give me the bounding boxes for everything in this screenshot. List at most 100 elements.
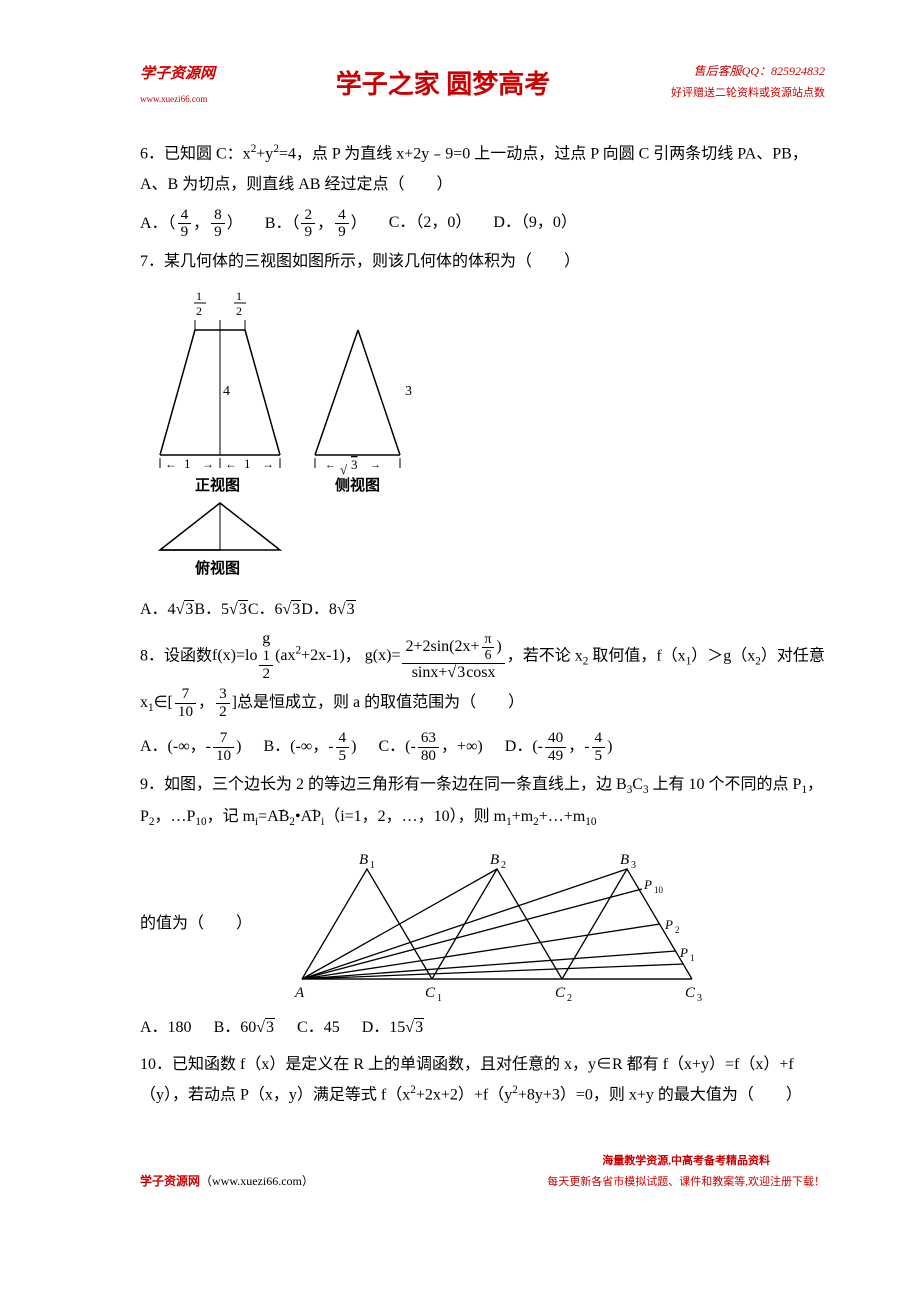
q9-optD: D．153: [362, 1013, 424, 1043]
text: sinx+: [412, 664, 448, 681]
svg-text:P: P: [679, 945, 688, 960]
q8-fx: f(x)=log12(ax2+2x-1): [212, 647, 345, 664]
text: ，: [198, 694, 214, 711]
content-area: 6．已知圆 C：x2+y2=4，点 P 为直线 x+2y﹣9=0 上一动点，过点…: [140, 139, 825, 1110]
svg-text:2: 2: [675, 925, 680, 935]
num: 3: [216, 686, 230, 704]
text: C．6: [248, 601, 283, 618]
text: C: [632, 776, 643, 793]
num: 40: [545, 730, 566, 748]
den: 10: [175, 704, 196, 721]
text: ): [496, 638, 501, 655]
text: ，: [317, 214, 333, 231]
question-6: 6．已知圆 C：x2+y2=4，点 P 为直线 x+2y﹣9=0 上一动点，过点…: [140, 139, 825, 200]
svg-text:B: B: [359, 852, 368, 868]
den: 2: [259, 666, 273, 683]
sub: 10: [585, 816, 596, 828]
svg-text:3: 3: [405, 384, 412, 399]
text: +…+m: [539, 808, 586, 825]
text: ）: [351, 214, 367, 231]
text: ，…P: [155, 808, 196, 825]
comma: ，: [345, 647, 361, 664]
svg-text:2: 2: [196, 304, 202, 318]
q7-optC: C．63: [248, 600, 301, 618]
brand-url: www.xuezi66.com: [140, 94, 207, 104]
footer-brand-name: 学子资源网: [140, 1174, 200, 1188]
num: 63: [418, 730, 439, 748]
q9-triangles-svg: A B1 B2 B3 C1 C2 C3 P10 P2 P1: [262, 839, 702, 1009]
text: 的值为（ ）: [140, 909, 252, 939]
svg-text:正视图: 正视图: [195, 476, 240, 494]
page-footer: 学子资源网（www.xuezi66.com） 海量教学资源,中高考备考精品资料 …: [140, 1151, 825, 1193]
num: 2: [301, 207, 315, 225]
text: +8y+3）=0，则 x+y 的最大值为（ ）: [518, 1086, 802, 1103]
text: f(x)=lo: [212, 647, 257, 664]
q9-optA: A．180: [140, 1013, 192, 1043]
neg: -: [538, 738, 543, 755]
svg-text:10: 10: [654, 885, 664, 895]
text: ∈[: [154, 694, 173, 711]
text: （i=1，2，…，10），则 m: [324, 808, 506, 825]
num: 1: [259, 648, 273, 666]
svg-text:→: →: [262, 457, 274, 471]
svg-text:B: B: [490, 852, 499, 868]
svg-text:P: P: [643, 877, 652, 892]
den: 9: [301, 224, 315, 241]
sqrt: 3: [456, 663, 466, 681]
q6-text-a: 6．已知圆 C：x: [140, 146, 251, 163]
text: cosx: [466, 664, 495, 681]
three-views-svg: 1 2 1 2 4 ← 1 → ← 1 →: [140, 285, 420, 575]
text: 上有 10 个不同的点 P: [649, 776, 802, 793]
svg-text:C: C: [555, 985, 566, 1001]
svg-text:1: 1: [370, 860, 375, 871]
pi: π: [482, 632, 495, 648]
text: +2x-1): [301, 647, 345, 664]
svg-text:侧视图: 侧视图: [335, 476, 380, 494]
svg-text:←: ←: [325, 459, 336, 471]
footer-brand: 学子资源网（www.xuezi66.com）: [140, 1170, 314, 1193]
text: +m: [512, 808, 533, 825]
text: ）＞g（x: [691, 647, 755, 664]
svg-text:P: P: [664, 917, 673, 932]
neg: -: [584, 738, 589, 755]
text: 9．如图，三个边长为 2 的等边三角形有一条边在同一条直线上，边 B: [140, 776, 627, 793]
q6-options: A．（49，89） B．（29，49） C．（2，0） D．（9，0）: [140, 207, 825, 241]
svg-text:俯视图: 俯视图: [195, 559, 240, 575]
sqrt: 3: [414, 1018, 424, 1036]
q7-figure: 1 2 1 2 4 ← 1 → ← 1 →: [140, 285, 825, 586]
svg-text:2: 2: [501, 860, 506, 871]
text: D．(: [505, 738, 538, 755]
q7-optD: D．83: [301, 600, 355, 618]
num: 4: [336, 730, 350, 748]
text: C．(: [378, 738, 410, 755]
q8-gx: g(x)=2+2sin(2x+π6)sinx+3cosx: [365, 647, 507, 664]
q6-optA: A．（49，89）: [140, 207, 243, 241]
neg: -: [328, 738, 333, 755]
text: D．8: [301, 601, 337, 618]
text: B．（: [265, 214, 300, 231]
q7-options: A．43B．53C．63D．83: [140, 595, 825, 625]
q9-row: 的值为（ ） A B1 B2 B3 C1 C2 C3 P10: [140, 839, 825, 1009]
q9-optB: B．603: [214, 1013, 275, 1043]
num: 8: [211, 207, 225, 225]
num: 7: [213, 730, 234, 748]
svg-text:√: √: [340, 462, 348, 477]
neg: -: [410, 738, 415, 755]
g: g: [257, 631, 275, 648]
svg-text:1: 1: [196, 289, 202, 303]
question-9: 9．如图，三个边长为 2 的等边三角形有一条边在同一条直线上，边 B3C3 上有…: [140, 770, 825, 833]
svg-text:→: →: [370, 459, 381, 471]
svg-text:4: 4: [223, 384, 230, 399]
question-7: 7．某几何体的三视图如图所示，则该几何体的体积为（ ）: [140, 247, 825, 277]
text: A．4: [140, 601, 176, 618]
text: ）: [227, 214, 243, 231]
svg-text:1: 1: [690, 953, 695, 963]
num: 4: [178, 207, 192, 225]
svg-text:1: 1: [184, 456, 191, 471]
den: 2: [216, 704, 230, 721]
den: 6: [482, 648, 495, 663]
svg-text:←: ←: [165, 457, 177, 471]
den: 80: [418, 748, 439, 765]
den: 9: [211, 224, 225, 241]
svg-text:→: →: [202, 457, 214, 471]
